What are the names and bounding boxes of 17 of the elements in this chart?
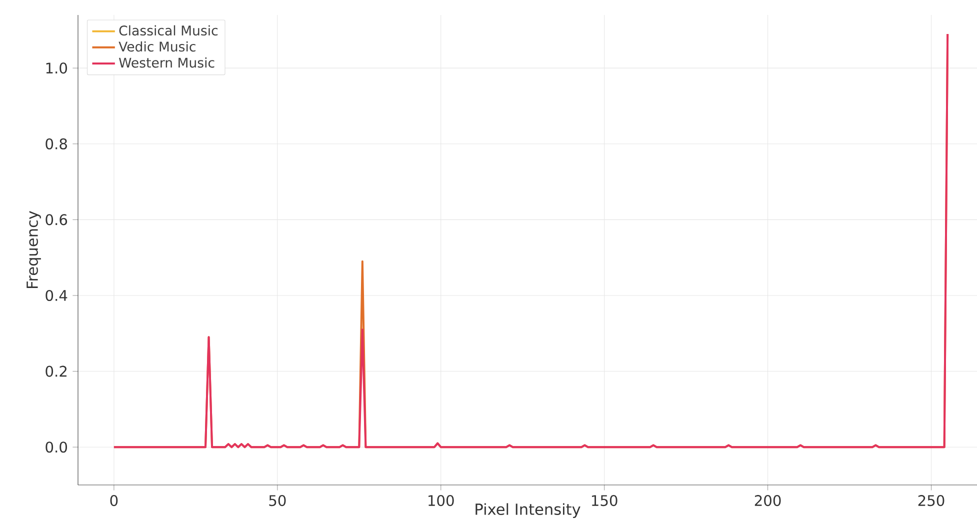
x-tick-label: 250	[918, 495, 944, 506]
legend-label: Classical Music	[119, 25, 218, 36]
legend-label: Western Music	[119, 57, 214, 68]
y-tick-label: 0.8	[46, 138, 67, 150]
y-tick-label: 0.6	[46, 214, 68, 226]
y-tick-label: 0.2	[46, 366, 67, 377]
x-axis-title: Pixel Intensity	[476, 503, 580, 518]
x-tick-label: 100	[428, 495, 454, 506]
legend-label: Vedic Music	[118, 41, 196, 52]
y-tick-label: 0.0	[46, 442, 67, 453]
x-tick-label: 150	[592, 495, 618, 506]
y-axis-title: Frequency	[26, 210, 41, 288]
y-tick-label: 1.0	[46, 62, 67, 74]
y-tick-label: 0.4	[46, 290, 68, 302]
x-tick-label: 0	[110, 495, 118, 506]
x-tick-label: 50	[269, 495, 286, 506]
x-tick-label: 200	[754, 495, 781, 506]
